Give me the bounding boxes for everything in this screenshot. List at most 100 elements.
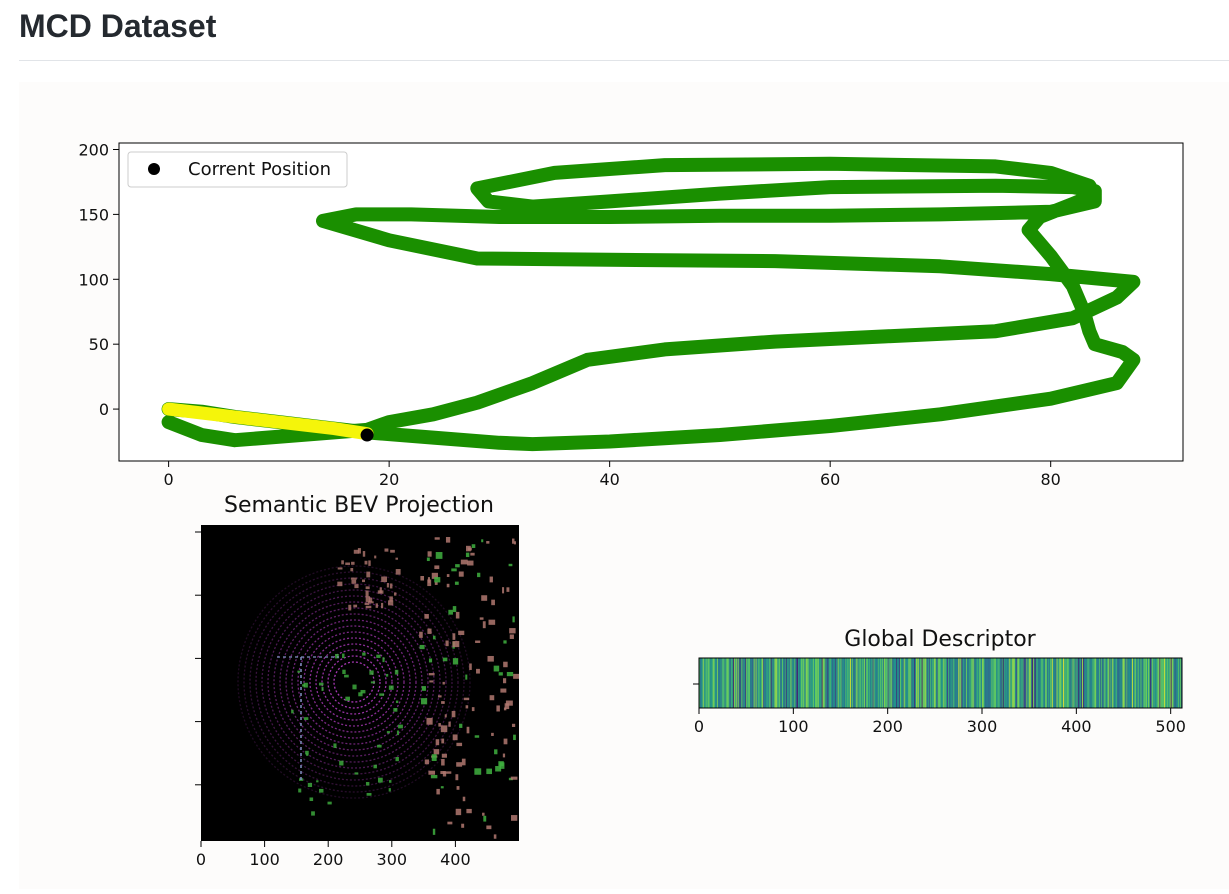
bev-green-point [327,801,332,805]
descriptor-bar [925,658,927,708]
descriptor-bar [825,658,827,708]
descriptor-bar [1076,658,1078,708]
bev-vegetation-point [503,640,507,644]
trajectory-line [161,156,1141,452]
descriptor-bar [963,658,965,708]
bev-scan-ring [261,589,447,775]
descriptor-bar [1123,658,1125,708]
descriptor-bar [768,658,771,708]
bev-vegetation-point [367,601,374,604]
bev-green-point [377,777,383,783]
descriptor-bar [843,658,845,708]
descriptor-bar [799,658,802,708]
bev-green-point [395,700,399,704]
descriptor-bar [702,658,705,708]
descriptor-bar [734,658,737,708]
bev-green-point [303,717,309,720]
bev-vegetation-point [354,584,359,589]
descriptor-bar [883,658,886,708]
bev-vegetation-point [441,701,445,704]
descriptor-bar [765,658,767,708]
descriptor-bar [988,658,990,708]
descriptor-bar [757,658,759,708]
bev-vegetation-point [379,587,382,593]
bev-vegetation-point [455,808,462,816]
bev-vegetation-point [421,686,426,691]
bev-vegetation-point [375,603,378,608]
bev-vegetation-point [441,738,445,744]
descriptor-bar [1018,658,1021,708]
bev-green-point [302,684,305,687]
descriptor-bar [804,658,806,708]
descriptor-bar [777,658,779,708]
bev-green-point [379,693,385,696]
bev-scan-ring [297,625,411,739]
descriptor-bar [933,658,936,708]
bev-green-point [362,652,366,656]
descriptor-bar [1096,658,1098,708]
bev-green-point [307,782,313,788]
descriptor-bar [1171,658,1173,708]
bev-vegetation-point [513,734,516,741]
bev-vegetation-point [512,616,515,623]
descriptor-bar [812,658,814,708]
bev-vegetation-point [452,633,456,640]
descriptor-bar [996,658,998,708]
trajectory-legend: Corrent Position [127,151,348,188]
bev-vegetation-point [509,634,514,639]
descriptor-bar [767,658,770,708]
bev-vegetation-point [486,768,492,775]
bev-vegetation-point [486,825,492,830]
bev-vegetation-point [365,590,369,597]
descriptor-bar [737,658,740,708]
bev-vegetation-point [475,640,481,643]
bev-green-point [366,792,372,796]
descriptor-bar [979,658,981,708]
descriptor-bar [976,658,978,708]
descriptor-bar [909,658,911,708]
descriptor-bar [932,658,934,708]
bev-vegetation-point [502,678,507,684]
descriptor-bar [970,658,973,708]
descriptor-bar [890,658,892,708]
descriptor-bar [1142,658,1144,708]
bev-vegetation-point [357,548,361,554]
descriptor-bar [905,658,907,708]
descriptor-bar [1150,658,1153,708]
bev-scan-ring [255,583,453,781]
bev-scan-ring [267,595,441,769]
bev-vegetation-point [458,571,464,577]
descriptor-bar [1101,658,1104,708]
bev-vegetation-point [427,628,432,634]
descriptor-bar [719,658,722,708]
bev-vegetation-point [466,808,472,814]
descriptor-bar [1106,658,1108,708]
descriptor-bar [840,658,842,708]
descriptor-bar [1154,658,1156,708]
descriptor-plot: Global Descriptor 0 100 200 300 400 500 [693,627,1186,736]
descriptor-bar [895,658,897,708]
bev-vegetation-point [430,774,438,779]
descriptor-bar [855,658,857,708]
descriptor-bar [1157,658,1159,708]
descriptor-bar [704,658,706,708]
bev-green-point [319,788,324,793]
descriptor-bar [1159,658,1161,708]
descriptor-bar [1091,658,1093,708]
descriptor-bar [1013,658,1015,708]
descriptor-bar [813,658,815,708]
descriptor-bar [1117,658,1120,708]
descriptor-bar [800,658,803,708]
bev-vegetation-point [513,673,519,679]
descriptor-bar [1162,658,1164,708]
descriptor-bar [957,658,959,708]
bev-green-point [333,743,337,748]
bev-vegetation-point [461,823,465,828]
descriptor-bar [1004,658,1006,708]
descriptor-bar [792,658,794,708]
descriptor-bar [752,658,755,708]
bev-vegetation-point [429,680,434,683]
descriptor-bar [985,658,988,708]
descriptor-bar [948,658,950,708]
bev-vegetation-point [476,668,480,674]
